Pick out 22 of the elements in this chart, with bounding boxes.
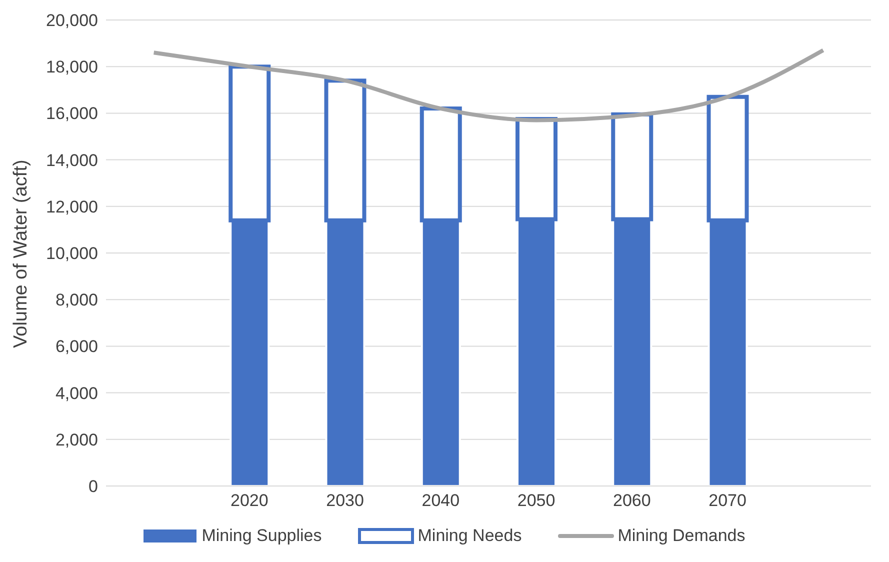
y-tick-label: 0 — [88, 477, 98, 496]
y-tick-label: 2,000 — [55, 430, 98, 450]
y-tick-label: 18,000 — [46, 58, 98, 77]
x-tick-label: 2060 — [613, 491, 651, 510]
x-tick-label: 2070 — [708, 491, 746, 510]
x-tick-label: 2050 — [517, 491, 556, 510]
y-tick-label: 20,000 — [46, 11, 98, 30]
y-tick-label: 14,000 — [46, 150, 98, 170]
y-tick-label: 4,000 — [55, 384, 98, 403]
y-axis-title: Volume of Water (acft) — [10, 160, 32, 348]
legend-label: Mining Demands — [618, 526, 746, 546]
y-tick-label: 6,000 — [55, 337, 98, 356]
x-tick-label: 2040 — [422, 491, 460, 510]
line-series — [152, 48, 826, 122]
x-tick-label: 2030 — [326, 491, 364, 510]
x-tick-label: 2020 — [230, 491, 268, 510]
y-tick-label: 8,000 — [55, 290, 98, 310]
legend-label: Mining Supplies — [202, 526, 322, 546]
legend-label: Mining Needs — [418, 526, 522, 546]
y-tick-label: 16,000 — [46, 104, 98, 124]
y-tick-label: 10,000 — [46, 244, 98, 264]
y-tick-label: 12,000 — [46, 197, 98, 216]
